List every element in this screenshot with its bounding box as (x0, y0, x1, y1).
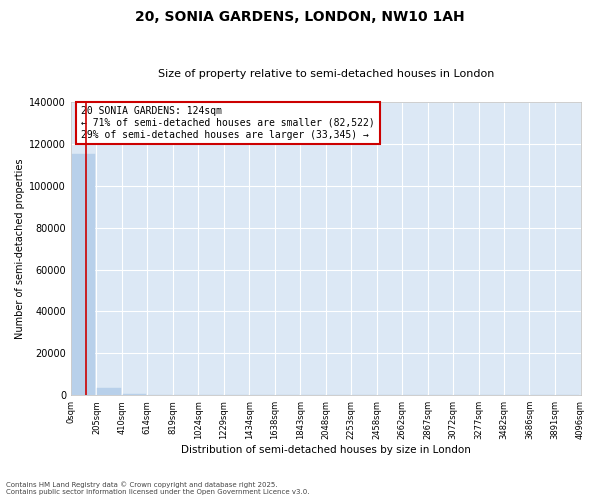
Text: Contains HM Land Registry data © Crown copyright and database right 2025.
Contai: Contains HM Land Registry data © Crown c… (6, 482, 310, 495)
Bar (72, 154, 95, 395)
X-axis label: Distribution of semi-detached houses by size in London: Distribution of semi-detached houses by … (181, 445, 470, 455)
Text: 20 SONIA GARDENS: 124sqm
← 71% of semi-detached houses are smaller (82,522)
29% : 20 SONIA GARDENS: 124sqm ← 71% of semi-d… (81, 106, 375, 140)
Text: 20, SONIA GARDENS, LONDON, NW10 1AH: 20, SONIA GARDENS, LONDON, NW10 1AH (135, 10, 465, 24)
Y-axis label: Number of semi-detached properties: Number of semi-detached properties (15, 158, 25, 339)
Bar (123, 394, 146, 395)
Bar (97, 388, 121, 395)
Title: Size of property relative to semi-detached houses in London: Size of property relative to semi-detach… (158, 69, 494, 79)
